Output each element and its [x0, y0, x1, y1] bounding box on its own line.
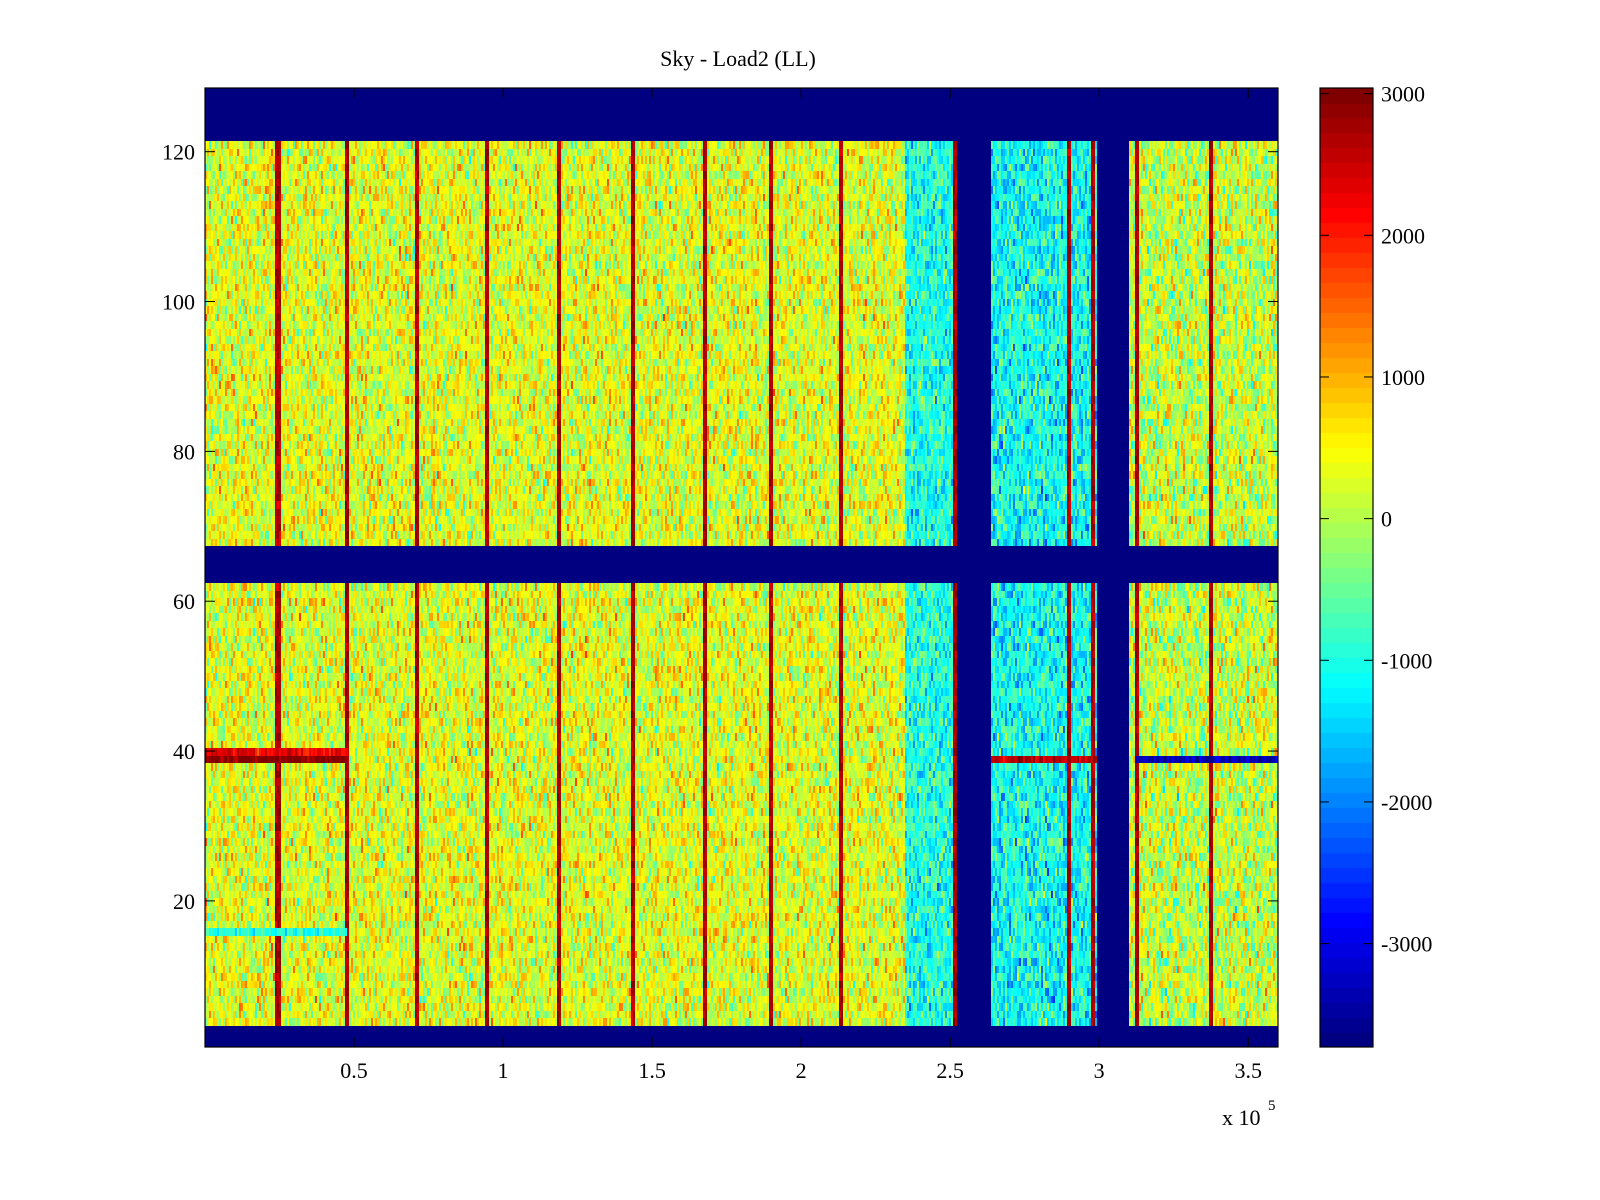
x-multiplier-exponent: 5 [1268, 1098, 1276, 1114]
colorbar-tick-label: 3000 [1381, 82, 1425, 107]
x-tick-label: 1 [498, 1058, 509, 1083]
colorbar [1320, 88, 1373, 1047]
x-axis: 0.5 1 1.5 2 2.5 3 3.5 [340, 88, 1262, 1083]
x-tick-label: 1.5 [638, 1058, 666, 1083]
colorbar-tick-label: -2000 [1381, 790, 1432, 815]
x-tick-label: 3 [1094, 1058, 1105, 1083]
colorbar-tick-label: -3000 [1381, 932, 1432, 957]
y-tick-label: 20 [173, 889, 195, 914]
colorbar-tick-label: 1000 [1381, 365, 1425, 390]
x-tick-label: 2.5 [936, 1058, 964, 1083]
y-tick-label: 100 [162, 290, 195, 315]
colorbar-frame [1319, 87, 1374, 1048]
x-tick-label: 3.5 [1234, 1058, 1262, 1083]
chart-title: Sky - Load2 (LL) [660, 46, 816, 71]
y-tick-label: 60 [173, 589, 195, 614]
y-tick-label: 80 [173, 439, 195, 464]
y-tick-label: 120 [162, 140, 195, 165]
colorbar-axis: 3000 2000 1000 0 -1000 -2000 -3000 [1320, 82, 1432, 957]
y-tick-label: 40 [173, 739, 195, 764]
heatmap-image [205, 88, 1278, 1047]
plot-frame [204, 87, 1279, 1048]
x-tick-label: 2 [796, 1058, 807, 1083]
colorbar-tick-label: -1000 [1381, 648, 1432, 673]
colorbar-tick-label: 0 [1381, 507, 1392, 532]
x-multiplier-label: x 10 [1222, 1105, 1261, 1130]
x-tick-label: 0.5 [340, 1058, 368, 1083]
y-axis: 20 40 60 80 100 120 [162, 140, 1278, 914]
colorbar-tick-label: 2000 [1381, 223, 1425, 248]
